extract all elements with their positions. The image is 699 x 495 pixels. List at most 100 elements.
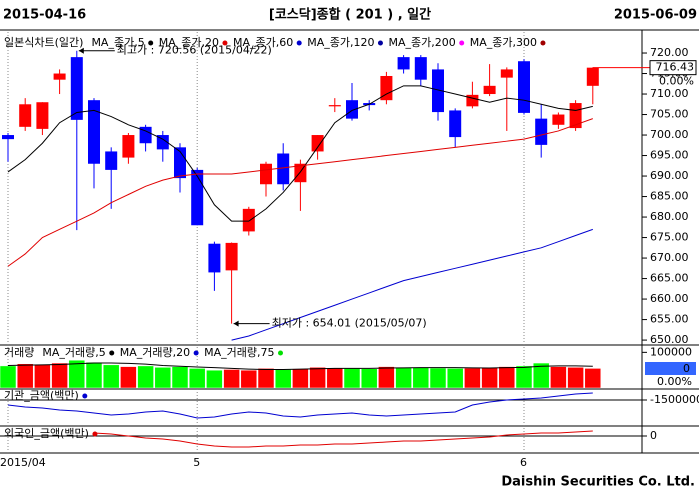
candle-body	[122, 135, 135, 158]
candle-body	[208, 243, 221, 273]
legend-label: MA_종가,20	[159, 36, 219, 49]
volume-bar	[120, 366, 137, 389]
legend-label: 기관_금액(백만)	[4, 389, 79, 402]
volume-bar	[412, 367, 430, 389]
legend-marker	[92, 431, 98, 437]
volume-bar	[515, 365, 533, 389]
volume-bar	[550, 366, 567, 389]
chart-title: [코스닥]종합 ( 201 ) , 일간	[269, 7, 431, 23]
legend-marker	[296, 40, 302, 46]
candle-body	[483, 85, 496, 95]
annotation: 최고가 : 720.56 (2015/04/22)	[117, 44, 272, 57]
legend-marker	[377, 40, 383, 46]
volume-bar	[206, 369, 223, 389]
volume-bar	[137, 365, 154, 389]
y-tick-label: 695.00	[650, 149, 689, 162]
x-tick-label: 5	[193, 456, 200, 469]
volume-bar	[85, 362, 103, 389]
annotation: 최저가 : 654.01 (2015/05/07)	[272, 317, 427, 330]
price-label: 716.43	[656, 61, 695, 74]
candle-body	[346, 100, 358, 119]
legend-marker	[278, 350, 283, 356]
volume-bar	[378, 366, 395, 389]
volume-bar	[240, 369, 258, 389]
volume-bar	[326, 367, 344, 389]
volume-bar	[464, 367, 481, 389]
current-box	[645, 362, 696, 375]
y-tick-label: 700.00	[650, 128, 689, 141]
volume-bar	[309, 367, 326, 389]
amount-line	[93, 430, 593, 448]
candle-body	[156, 135, 169, 150]
legend-label: MA_거래량,5	[42, 346, 105, 359]
volume-bar	[0, 365, 17, 389]
candle-body	[191, 169, 204, 226]
end-date: 2015-06-09	[614, 8, 697, 23]
legend-label: MA_거래량,75	[204, 346, 274, 359]
legend-marker	[193, 350, 199, 356]
y-tick-label: 100000	[650, 345, 692, 358]
x-tick-label: 2015/04	[0, 456, 46, 469]
legend-label: 거래량	[4, 346, 34, 359]
legend-label: MA_종가,200	[388, 36, 455, 49]
legend-marker	[222, 40, 228, 46]
volume-bar	[102, 364, 120, 389]
candle-body	[19, 104, 32, 127]
volume-bar	[532, 362, 550, 389]
volume-bar	[257, 368, 275, 389]
candle-body	[105, 151, 118, 170]
y-tick-label: 670.00	[650, 251, 689, 264]
candle-body	[466, 94, 479, 107]
volume-bar	[16, 363, 34, 389]
legend-label: MA_종가,5	[91, 36, 144, 49]
y-tick-label: 705.00	[650, 108, 689, 121]
legend-marker	[540, 40, 546, 46]
candle-body	[414, 57, 427, 80]
volume-bar	[429, 367, 447, 389]
candle-body	[242, 208, 255, 232]
candle-body	[260, 163, 272, 185]
candle-body	[36, 102, 49, 129]
current-label: 0	[683, 362, 690, 375]
candle-body	[535, 118, 548, 145]
y-tick-label: 675.00	[650, 231, 689, 244]
y-tick-label: 720.00	[650, 46, 689, 59]
candle-body	[53, 73, 66, 80]
legend-label: 외국인_금액(백만)	[4, 427, 89, 440]
ma-line	[7, 85, 593, 222]
x-tick-label: 6	[520, 456, 527, 469]
legend-label: MA_종가,120	[307, 36, 374, 49]
change-label: 0.00%	[659, 75, 694, 88]
candle-body	[500, 69, 513, 78]
y-tick-label: 650.00	[650, 333, 689, 346]
candle-body	[432, 69, 444, 113]
annotation-arrowhead	[233, 320, 239, 327]
volume-bar	[498, 366, 516, 389]
legend-marker	[459, 40, 465, 46]
amount-line	[7, 392, 593, 419]
candle-body	[449, 110, 462, 138]
legend-label: MA_종가,60	[233, 36, 293, 49]
price-box	[649, 60, 697, 76]
candle-body	[552, 114, 565, 125]
volume-bar	[481, 367, 498, 389]
legend-label: MA_거래량,20	[120, 346, 190, 359]
footer: Daishin Securities Co. Ltd.	[501, 475, 695, 490]
candle-body	[311, 135, 324, 152]
y-tick-label: 680.00	[650, 210, 689, 223]
candle-body	[277, 153, 290, 185]
y-tick-label: 710.00	[650, 87, 689, 100]
candle-body	[70, 57, 83, 120]
volume-bar	[274, 369, 292, 389]
volume-bar	[34, 364, 51, 389]
y-tick-label: 685.00	[650, 190, 689, 203]
y-tick-label: 655.00	[650, 313, 689, 326]
volume-bar	[343, 368, 361, 389]
candle-body	[225, 242, 238, 271]
y-tick-label: -1500000	[650, 393, 699, 406]
candle-body	[397, 57, 410, 70]
volume-bar	[567, 367, 584, 389]
legend-label: 일본식차트(일간)	[4, 35, 83, 49]
candle-body	[88, 100, 100, 164]
